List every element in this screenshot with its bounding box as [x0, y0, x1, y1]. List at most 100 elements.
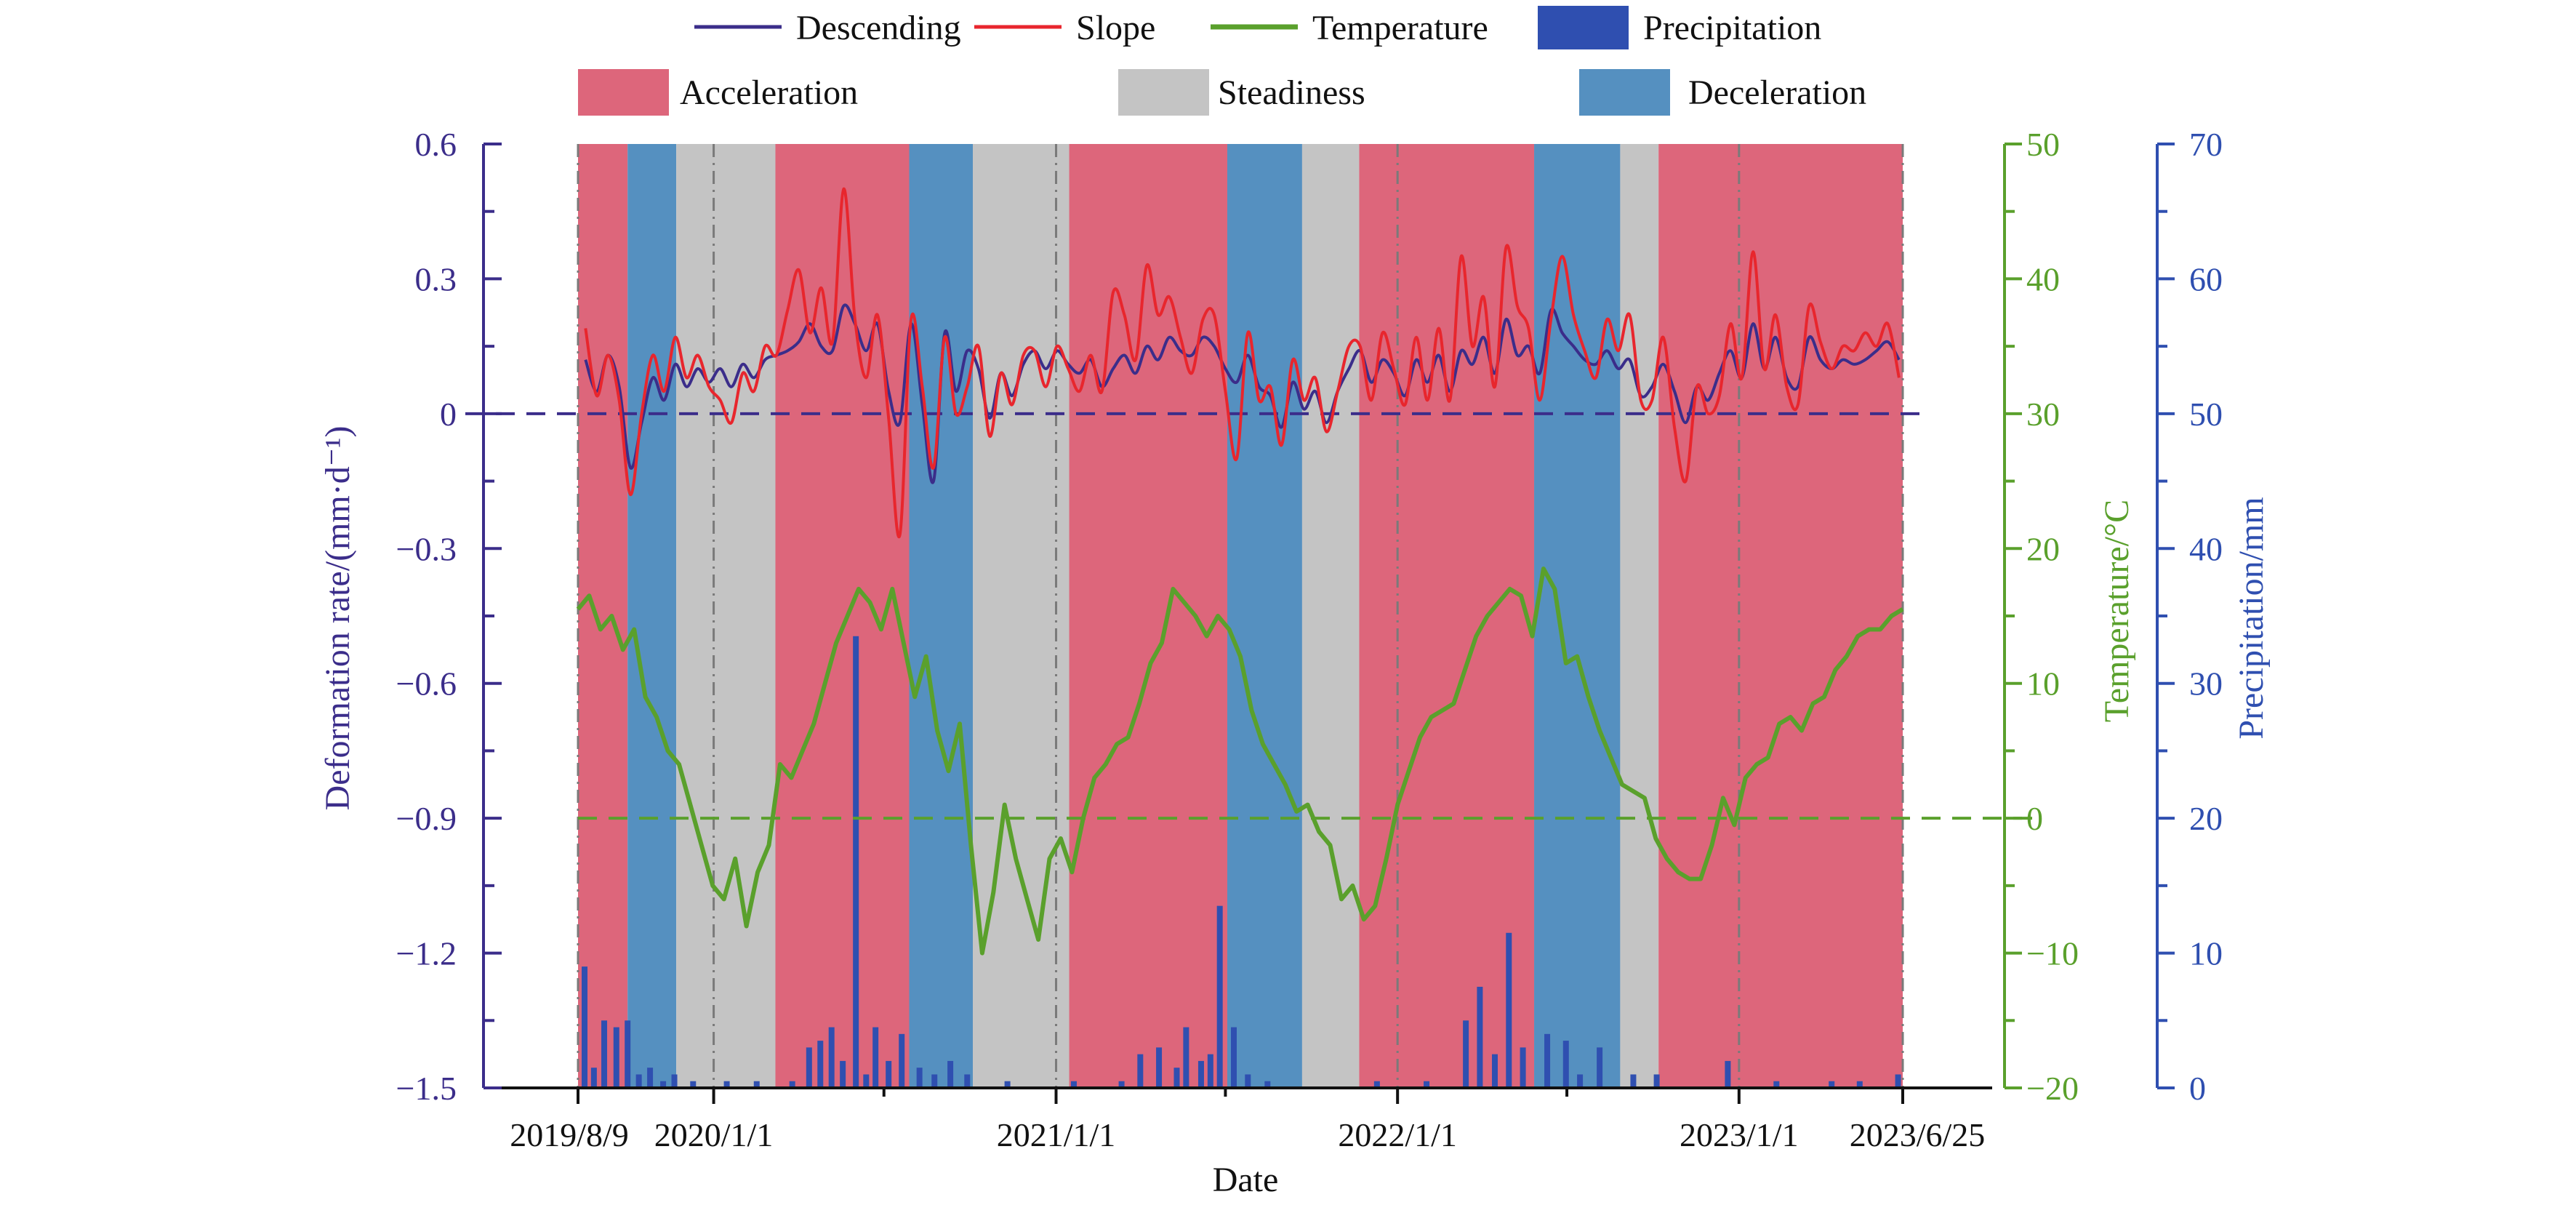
x-tick-label: 2021/1/1	[997, 1116, 1116, 1153]
year-divider-lines	[577, 144, 1904, 1088]
temperature-tick-label: −20	[2026, 1070, 2079, 1107]
phase-band-acceleration-12	[1658, 144, 1903, 1088]
rate-tick-label: 0.6	[415, 126, 457, 163]
precipitation-bar	[1829, 1081, 1835, 1088]
precipitation-bar	[1463, 1020, 1469, 1088]
legend-label-slope: Slope	[1076, 9, 1155, 47]
precipitation-bar	[582, 966, 588, 1088]
precipitation-tick-label: 40	[2189, 530, 2223, 567]
precipitation-bar	[1520, 1047, 1526, 1088]
phase-band-acceleration-3	[775, 144, 910, 1088]
precipitation-bar	[1183, 1027, 1189, 1088]
phase-band-deceleration-4	[909, 144, 973, 1088]
temperature-tick-label: 0	[2026, 800, 2043, 837]
phase-band-steadiness-8	[1301, 144, 1360, 1088]
precipitation-bar	[931, 1074, 938, 1088]
legend-label-steadiness: Steadiness	[1218, 73, 1365, 112]
precipitation-bar	[625, 1020, 631, 1088]
rate-tick-label: 0	[440, 396, 457, 433]
phase-band-acceleration-9	[1359, 144, 1535, 1088]
precipitation-bar	[723, 1081, 730, 1088]
phase-band-acceleration-6	[1069, 144, 1227, 1088]
precipitation-bar	[1544, 1033, 1551, 1088]
precipitation-bar	[671, 1074, 678, 1088]
precipitation-bar	[601, 1020, 608, 1088]
precipitation-bar	[1004, 1081, 1011, 1088]
temperature-tick-label: 40	[2026, 260, 2060, 297]
x-tick-label: 2019/8/9	[510, 1116, 629, 1153]
axes: 2019/8/9 2020/1/1 2021/1/1 2022/1/1 2023/1/1…	[396, 126, 2223, 1153]
precipitation-bar	[613, 1027, 619, 1088]
precipitation-bar	[1577, 1074, 1584, 1088]
precipitation-bar	[840, 1060, 846, 1088]
temperature-tick-label: 20	[2026, 530, 2060, 567]
precipitation-bar	[660, 1081, 667, 1088]
precipitation-bar	[1173, 1068, 1180, 1088]
legend-label-precipitation: Precipitation	[1643, 9, 1821, 47]
legend-label-temperature: Temperature	[1312, 9, 1488, 47]
temperature-tick-label: 30	[2026, 396, 2060, 433]
legend-swatch-steadiness	[1118, 69, 1209, 116]
precipitation-tick-label: 10	[2189, 935, 2223, 972]
precipitation-bar	[1597, 1047, 1603, 1088]
precipitation-bars	[582, 636, 1901, 1088]
rate-tick-label: −1.5	[396, 1070, 457, 1107]
legend-swatch-precipitation	[1538, 6, 1629, 49]
precipitation-bar	[947, 1060, 954, 1088]
precipitation-bar	[1895, 1074, 1901, 1088]
precipitation-bar	[647, 1068, 654, 1088]
y-axis-title-precipitation: Precipitation/mm	[2232, 497, 2271, 739]
phase-band-steadiness-11	[1620, 144, 1659, 1088]
legend-swatch-acceleration	[578, 69, 669, 116]
precipitation-bar	[828, 1027, 835, 1088]
precipitation-bar	[1773, 1081, 1780, 1088]
precipitation-tick-label: 70	[2189, 126, 2223, 163]
legend: Descending Slope Temperature Precipitation A…	[578, 6, 1866, 116]
series-lines	[576, 187, 1904, 956]
precipitation-bar	[1264, 1081, 1271, 1088]
precipitation-bar	[1562, 1041, 1569, 1088]
x-tick-label: 2023/1/1	[1680, 1116, 1799, 1153]
precipitation-bar	[863, 1074, 870, 1088]
precipitation-bar	[1216, 905, 1223, 1088]
precipitation-bar	[1856, 1081, 1863, 1088]
phase-band-acceleration-0	[578, 144, 628, 1088]
precipitation-tick-label: 60	[2189, 260, 2223, 297]
precipitation-bar	[1070, 1081, 1077, 1088]
precipitation-bar	[899, 1033, 905, 1088]
precipitation-bar	[1424, 1081, 1430, 1088]
precipitation-bar	[1245, 1074, 1251, 1088]
precipitation-tick-label: 50	[2189, 396, 2223, 433]
precipitation-bar	[1137, 1054, 1144, 1088]
phase-band-deceleration-1	[627, 144, 677, 1088]
x-tick-label: 2020/1/1	[654, 1116, 774, 1153]
phase-band-steadiness-5	[972, 144, 1070, 1088]
temperature-tick-label: 10	[2026, 665, 2060, 702]
rate-tick-label: −1.2	[396, 935, 457, 972]
rate-tick-label: 0.3	[415, 260, 457, 297]
x-tick-label: 2023/6/25	[1850, 1116, 1986, 1153]
precipitation-bar	[916, 1068, 923, 1088]
precipitation-bar	[590, 1068, 597, 1088]
precipitation-bar	[964, 1074, 971, 1088]
precipitation-bar	[1207, 1054, 1213, 1088]
precipitation-bar	[1477, 986, 1483, 1088]
precipitation-tick-label: 20	[2189, 800, 2223, 837]
temperature-tick-label: 50	[2026, 126, 2060, 163]
phase-band-deceleration-7	[1227, 144, 1302, 1088]
precipitation-bar	[817, 1041, 824, 1088]
precipitation-bar	[853, 636, 859, 1088]
precipitation-bar	[1230, 1027, 1237, 1088]
precipitation-bar	[1653, 1074, 1660, 1088]
precipitation-bar	[886, 1060, 892, 1088]
legend-label-descending: Descending	[796, 9, 961, 47]
precipitation-bar	[1506, 932, 1512, 1088]
precipitation-bar	[1197, 1060, 1204, 1088]
precipitation-bar	[1725, 1060, 1731, 1088]
x-tick-label: 2022/1/1	[1338, 1116, 1457, 1153]
precipitation-bar	[1630, 1074, 1637, 1088]
legend-swatch-deceleration	[1579, 69, 1670, 116]
precipitation-bar	[806, 1047, 812, 1088]
precipitation-bar	[1118, 1081, 1125, 1088]
